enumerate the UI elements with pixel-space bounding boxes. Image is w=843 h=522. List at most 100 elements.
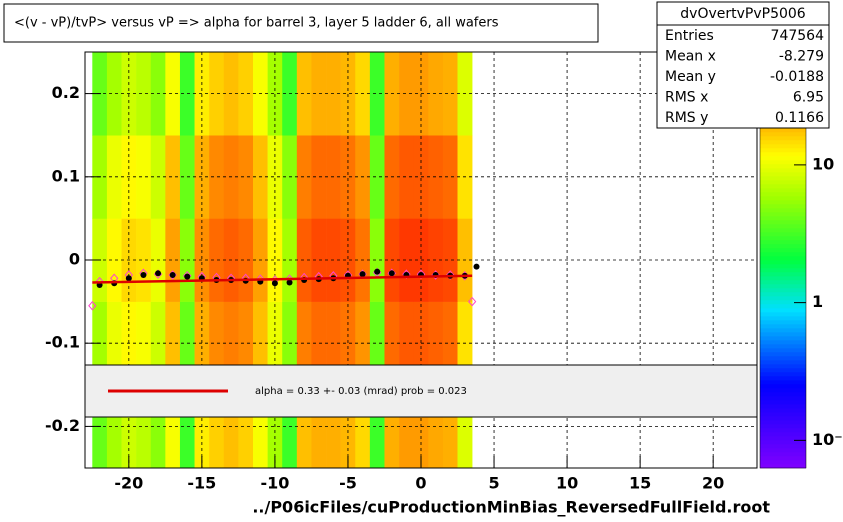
heat-cell xyxy=(369,135,385,219)
heat-cell xyxy=(267,135,283,219)
point xyxy=(286,279,293,286)
heat-cell xyxy=(165,301,181,386)
fit-line xyxy=(92,274,473,284)
heat-cell xyxy=(194,301,210,386)
color-bar-step xyxy=(760,272,806,277)
color-bar-step xyxy=(760,356,806,361)
point xyxy=(184,273,191,280)
heat-cell xyxy=(311,218,327,302)
point xyxy=(169,271,176,278)
color-bar-step xyxy=(760,436,806,441)
color-bar-step xyxy=(760,184,806,189)
color-bar-step xyxy=(760,172,806,177)
color-bar-step xyxy=(760,240,806,245)
y-tick-label: 0.1 xyxy=(52,166,80,185)
color-bar-step xyxy=(760,412,806,417)
z-tick-label: 10 xyxy=(812,154,834,173)
heat-cell xyxy=(136,135,152,219)
stats-label: RMS y xyxy=(665,110,708,126)
y-tick-label: -0.2 xyxy=(45,416,80,435)
heat-cell xyxy=(442,218,458,302)
color-bar-step xyxy=(760,336,806,341)
color-bar-step xyxy=(760,396,806,401)
color-bar-step xyxy=(760,196,806,201)
color-bar-step xyxy=(760,312,806,317)
point xyxy=(374,268,381,275)
color-bar-step xyxy=(760,156,806,161)
color-bar-step xyxy=(760,328,806,333)
stats-value: -0.0188 xyxy=(770,69,824,85)
marks xyxy=(88,263,480,311)
stats-value: -8.279 xyxy=(779,49,824,65)
heat-cell xyxy=(136,218,152,302)
heat-cell xyxy=(311,52,327,136)
color-bar-step xyxy=(760,164,806,169)
chart-title: <(v - vP)/tvP> versus vP => alpha for ba… xyxy=(14,16,499,31)
color-bar-step xyxy=(760,220,806,225)
color-bar-step xyxy=(760,316,806,321)
point xyxy=(88,301,97,311)
color-bar-step xyxy=(760,352,806,357)
color-bar-step xyxy=(760,280,806,285)
color-bar-step xyxy=(760,400,806,405)
color-bar-step xyxy=(760,228,806,233)
heat-cell xyxy=(165,218,181,302)
color-bar-step xyxy=(760,364,806,369)
x-tick-label: -15 xyxy=(187,474,216,493)
heat-cell xyxy=(209,301,225,386)
point xyxy=(388,270,395,277)
color-bar-step xyxy=(760,308,806,313)
color-bar-step xyxy=(760,216,806,221)
color-bar-step xyxy=(760,424,806,429)
color-bar-step xyxy=(760,420,806,425)
color-bar-step xyxy=(760,248,806,253)
color-bar-step xyxy=(760,404,806,409)
heat-cell xyxy=(106,52,122,136)
stats-label: Entries xyxy=(665,28,714,44)
heat-cell xyxy=(399,218,414,302)
heat-cell xyxy=(296,301,312,386)
heat-cell xyxy=(442,135,458,219)
stats-frame xyxy=(656,1,830,129)
heat-cell xyxy=(340,218,356,302)
frame xyxy=(84,51,758,469)
title-box xyxy=(3,3,599,43)
stats-value: 6.95 xyxy=(793,90,824,106)
stats-value: 0.1166 xyxy=(775,110,824,126)
color-bar-step xyxy=(760,392,806,397)
color-bar-step xyxy=(760,456,806,461)
heat-cell xyxy=(399,135,414,219)
heat-cell xyxy=(267,218,283,302)
heat-cell xyxy=(267,301,283,386)
color-bar-step xyxy=(760,288,806,293)
color-bar-step xyxy=(760,348,806,353)
color-bar-step xyxy=(760,292,806,297)
heat-cell xyxy=(340,301,356,386)
color-bar-step xyxy=(760,152,806,157)
grid xyxy=(85,52,757,468)
heat-cell xyxy=(399,301,414,386)
point xyxy=(473,263,480,270)
x-tick-label: 10 xyxy=(556,474,578,493)
color-bar-step xyxy=(760,180,806,185)
color-bar-step xyxy=(760,332,806,337)
color-bar-step xyxy=(760,460,806,465)
heat-cell xyxy=(238,135,254,219)
heat-cell xyxy=(106,135,122,219)
color-bar-step xyxy=(760,212,806,217)
y-tick-label: 0 xyxy=(69,250,80,269)
color-bar-step xyxy=(760,276,806,281)
color-bar-step xyxy=(760,340,806,345)
point xyxy=(155,270,162,277)
color-bar-step xyxy=(760,384,806,389)
color-bar-step xyxy=(760,232,806,237)
color-bar-step xyxy=(760,160,806,165)
color-bar-step xyxy=(760,224,806,229)
heat-cell xyxy=(296,135,312,219)
stats-label: Mean y xyxy=(665,69,716,85)
color-bar-step xyxy=(760,388,806,393)
color-bar-step xyxy=(760,244,806,249)
stats-value: 747564 xyxy=(771,28,825,44)
heat-cell xyxy=(136,301,152,386)
color-bar-step xyxy=(760,168,806,173)
